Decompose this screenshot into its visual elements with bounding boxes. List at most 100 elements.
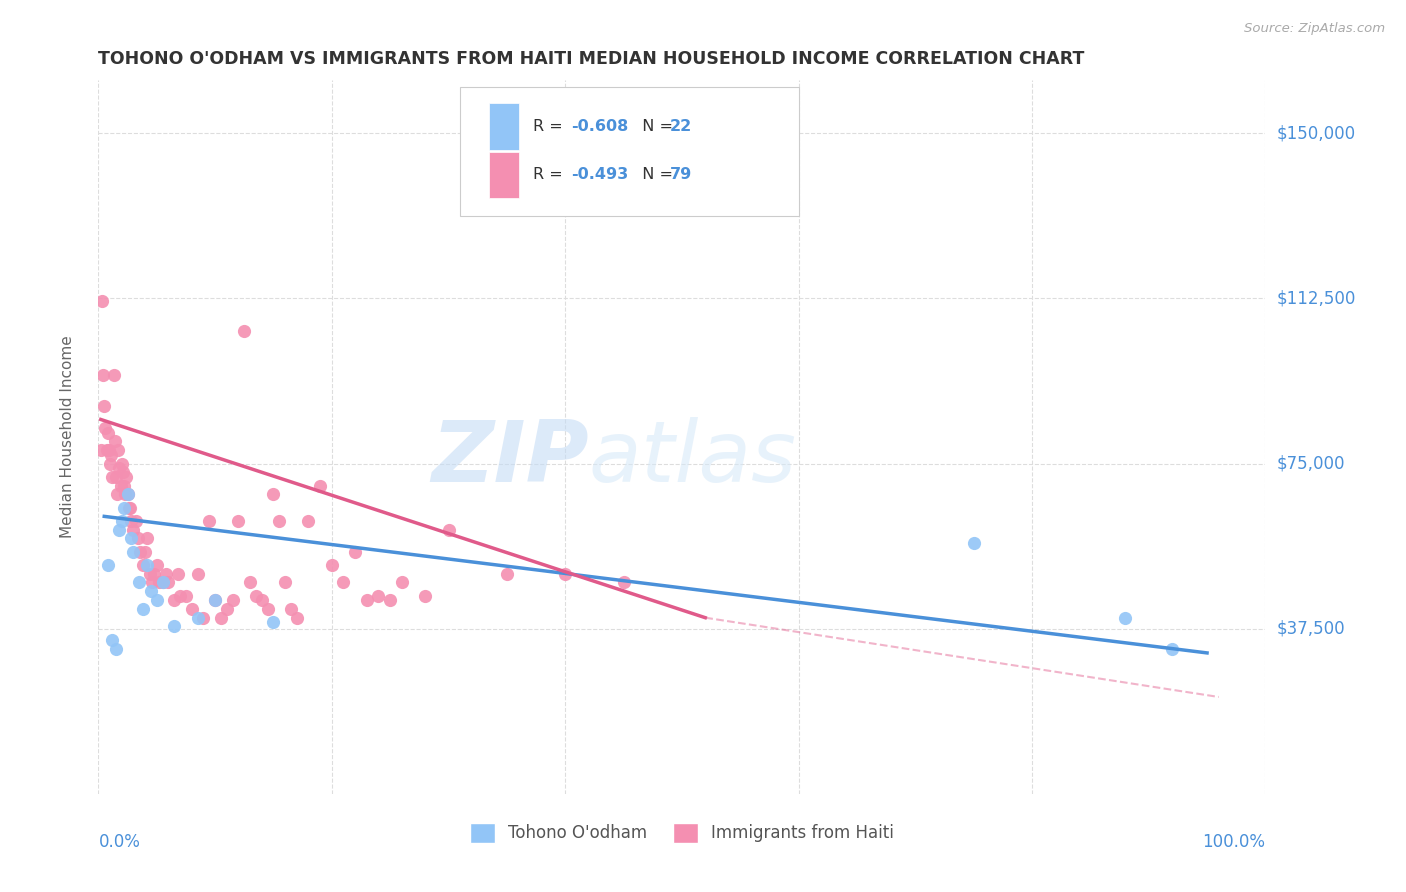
Point [496,566,519,581]
Point [245,589,267,603]
Point [104,469,127,483]
Point [107,443,129,458]
Point [122,523,145,537]
Point [356,593,378,607]
Point [554,566,576,581]
Point [152,575,174,590]
Point [97,558,120,572]
Point [152,575,174,590]
Point [613,575,636,590]
Legend: Tohono O'odham, Immigrants from Haiti: Tohono O'odham, Immigrants from Haiti [464,816,900,850]
Point [187,566,209,581]
Point [118,500,141,515]
Point [117,487,139,501]
Point [437,523,460,537]
Point [187,610,209,624]
Text: R =: R = [533,120,568,134]
Point [112,500,135,515]
Point [155,566,177,581]
Point [297,514,319,528]
Point [250,593,273,607]
Text: $112,500: $112,500 [1277,289,1355,308]
Point [120,514,142,528]
Text: 79: 79 [671,168,693,182]
Point [139,584,162,599]
Point [157,575,180,590]
Point [111,466,134,480]
Point [169,589,191,603]
Point [120,532,142,546]
Point [128,575,150,590]
Text: N =: N = [631,120,678,134]
Point [174,589,197,603]
Point [100,448,122,462]
FancyBboxPatch shape [489,152,519,198]
Point [1114,610,1136,624]
Point [285,610,308,624]
Point [110,478,132,492]
Point [136,532,159,546]
Point [96,443,118,458]
Point [228,514,250,528]
Point [256,602,278,616]
Text: R =: R = [533,168,568,182]
Point [367,589,389,603]
Point [115,469,138,483]
Text: 0.0%: 0.0% [98,833,141,851]
Point [344,544,367,558]
Point [111,514,134,528]
Point [90,443,112,458]
Point [132,558,155,572]
Point [91,368,114,383]
Point [280,602,302,616]
Point [262,615,284,629]
Text: 22: 22 [671,120,693,134]
Point [117,487,139,501]
Point [163,593,186,607]
Point [90,293,112,308]
Point [274,575,297,590]
Point [94,421,117,435]
Point [101,632,124,647]
Point [413,589,436,603]
Text: TOHONO O'ODHAM VS IMMIGRANTS FROM HAITI MEDIAN HOUSEHOLD INCOME CORRELATION CHAR: TOHONO O'ODHAM VS IMMIGRANTS FROM HAITI … [98,50,1085,68]
Point [221,593,243,607]
Point [1161,641,1184,656]
Text: -0.493: -0.493 [571,168,628,182]
FancyBboxPatch shape [489,103,519,150]
Point [98,457,121,471]
Point [108,461,131,475]
Point [215,602,238,616]
Point [134,544,156,558]
Point [146,593,169,607]
Point [209,610,232,624]
Point [239,575,262,590]
Point [136,558,159,572]
Point [105,487,128,501]
Point [127,532,149,546]
Text: $75,000: $75,000 [1277,455,1346,473]
Point [332,575,354,590]
Text: 100.0%: 100.0% [1202,833,1265,851]
Point [111,457,134,471]
Point [122,544,145,558]
Point [962,536,984,550]
Text: Source: ZipAtlas.com: Source: ZipAtlas.com [1244,22,1385,36]
Point [204,593,226,607]
Text: $37,500: $37,500 [1277,620,1346,638]
Point [104,641,127,656]
Point [118,500,141,515]
Point [146,558,169,572]
Point [132,602,155,616]
Point [309,478,332,492]
Point [114,487,136,501]
Text: ZIP: ZIP [430,417,589,500]
Point [269,514,291,528]
Point [103,368,125,383]
Point [101,469,124,483]
Point [198,514,221,528]
Point [233,324,256,338]
Point [143,566,166,581]
Y-axis label: Median Household Income: Median Household Income [60,335,75,539]
Point [139,566,162,581]
